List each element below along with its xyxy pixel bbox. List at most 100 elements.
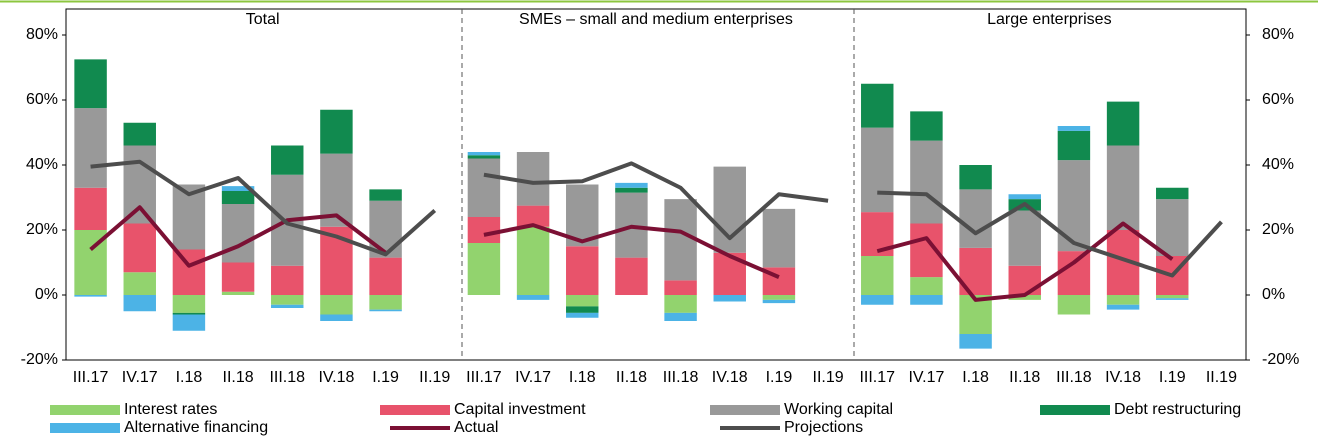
bar-segment — [172, 295, 206, 313]
bar-segment — [1008, 194, 1041, 200]
bar-segment — [762, 208, 796, 268]
bar-segment — [123, 295, 156, 312]
y-tick-label: 0% — [35, 286, 58, 303]
x-tick-label: IV.17 — [908, 369, 944, 386]
bar-segment — [959, 334, 992, 349]
bar-segment — [74, 108, 107, 188]
bar-segment — [615, 182, 648, 188]
bar-segment — [615, 257, 648, 295]
bar-segment — [369, 257, 402, 295]
bar-segment — [959, 165, 992, 190]
bar-segment — [1106, 304, 1140, 310]
bar-segment — [369, 295, 402, 310]
bar-segment — [1057, 295, 1091, 315]
legend-swatch — [380, 405, 450, 415]
x-tick-label: II.18 — [616, 369, 647, 386]
y-tick-label: -20% — [21, 351, 58, 368]
bar-segment — [615, 187, 648, 193]
x-tick-label: I.19 — [1159, 369, 1186, 386]
x-tick-label: II.19 — [419, 369, 450, 386]
x-tick-label: II.18 — [223, 369, 254, 386]
y2-tick-label: -20% — [1262, 351, 1299, 368]
x-tick-label: I.19 — [766, 369, 793, 386]
bar-segment — [123, 145, 156, 224]
line-series — [483, 161, 829, 241]
bar-segment — [1057, 251, 1091, 295]
legend-swatch — [50, 405, 120, 415]
bar-segment — [271, 304, 304, 308]
y2-tick-label: 0% — [1262, 286, 1285, 303]
bar-segment — [369, 189, 402, 201]
bar-segment — [74, 59, 107, 109]
x-tick-label: II.19 — [813, 369, 844, 386]
bar-segment — [467, 217, 501, 243]
legend-label: Interest rates — [124, 401, 217, 418]
y-tick-label: 20% — [26, 221, 58, 238]
x-tick-label: III.17 — [859, 369, 895, 386]
bar-segment — [1106, 101, 1140, 146]
x-tick-label: III.18 — [269, 369, 305, 386]
y2-tick-label: 80% — [1262, 26, 1294, 43]
y2-tick-label: 40% — [1262, 156, 1294, 173]
bar-segment — [221, 204, 255, 263]
bar-segment — [910, 140, 943, 224]
x-tick-label: IV.18 — [712, 369, 748, 386]
panel-title: SMEs – small and medium enterprises — [519, 11, 793, 28]
line-series — [877, 190, 1223, 278]
bar-segment — [320, 109, 353, 154]
y2-tick-label: 20% — [1262, 221, 1294, 238]
x-tick-label: III.17 — [73, 369, 109, 386]
bar-segment — [320, 314, 353, 321]
bar-segment — [271, 265, 304, 295]
bar-segment — [516, 152, 550, 206]
bar-segment — [467, 155, 501, 159]
bar-segment — [664, 312, 697, 321]
line-series — [90, 159, 437, 257]
legend-label: Working capital — [784, 401, 893, 418]
bar-segment — [910, 295, 943, 305]
x-tick-label: III.18 — [1056, 369, 1092, 386]
bar-segment — [566, 306, 599, 313]
legend-swatch — [710, 405, 780, 415]
bar-segment — [516, 205, 550, 227]
x-tick-label: I.18 — [176, 369, 203, 386]
line-series — [89, 205, 387, 268]
legend-label: Projections — [784, 419, 863, 436]
bar-segment — [467, 243, 501, 295]
x-tick-label: I.19 — [372, 369, 399, 386]
bar-segment — [1008, 265, 1041, 295]
y-tick-label: 40% — [26, 156, 58, 173]
x-tick-label: II.19 — [1206, 369, 1237, 386]
bar-segment — [74, 187, 107, 230]
bar-segment — [861, 127, 894, 213]
x-tick-label: IV.18 — [1105, 369, 1141, 386]
bar-segment — [861, 256, 894, 295]
bar-segment — [664, 199, 697, 281]
bar-segment — [861, 295, 894, 305]
y2-tick-label: 60% — [1262, 91, 1294, 108]
bar-segment — [369, 309, 402, 312]
bar-segment — [172, 312, 206, 315]
x-tick-label: III.17 — [466, 369, 502, 386]
bar-segment — [320, 295, 353, 315]
x-tick-label: IV.17 — [515, 369, 551, 386]
bar-segment — [271, 295, 304, 305]
bar-segment — [467, 158, 501, 217]
bar-segment — [172, 314, 206, 331]
x-tick-label: III.18 — [663, 369, 699, 386]
bar-segment — [1008, 210, 1041, 266]
legend-label: Capital investment — [454, 401, 586, 418]
legend-label: Actual — [454, 419, 498, 436]
x-tick-label: I.18 — [962, 369, 989, 386]
bar-segment — [861, 83, 894, 128]
bar-segment — [1057, 126, 1091, 131]
bar-segment — [516, 295, 550, 300]
x-tick-label: IV.17 — [122, 369, 158, 386]
y-tick-label: 80% — [26, 26, 58, 43]
bar-segment — [910, 111, 943, 141]
bar-segment — [1156, 187, 1189, 200]
bar-segment — [1156, 199, 1189, 256]
bar-segment — [910, 277, 943, 295]
legend-swatch — [50, 423, 120, 433]
